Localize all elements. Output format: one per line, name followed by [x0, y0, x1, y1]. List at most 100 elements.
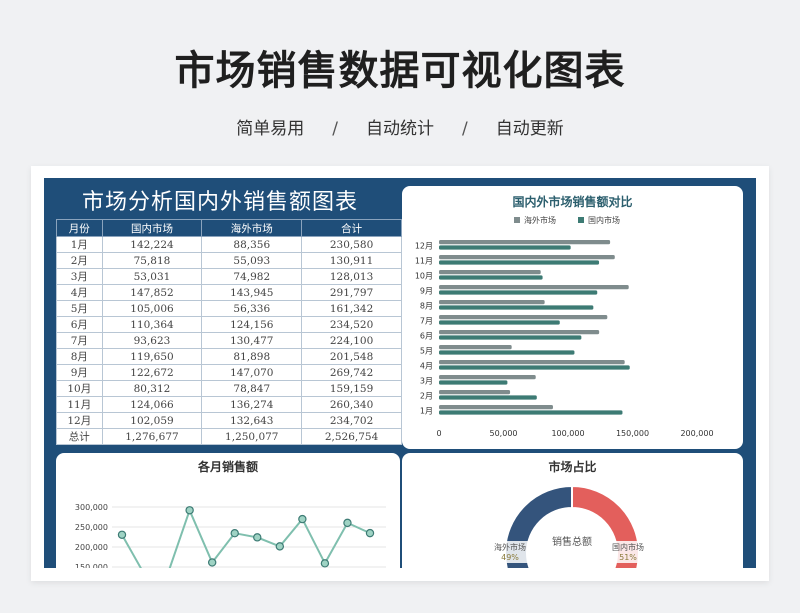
col-header-domestic: 国内市场 — [101, 219, 203, 237]
bar-domestic — [439, 260, 600, 265]
table-total-cell: 总计 — [56, 428, 103, 445]
line-y-tick-label: 200,000 — [75, 543, 108, 552]
table-cell: 1月 — [56, 236, 103, 253]
table-cell: 93,623 — [101, 332, 203, 349]
table-row: 9月 122,672 147,070 269,742 — [56, 364, 402, 381]
col-header-month: 月份 — [56, 219, 103, 237]
table-cell: 55,093 — [201, 252, 303, 269]
table-cell: 105,006 — [101, 300, 203, 317]
bar-chart: 海外市场 国内市场 12月 11月 10月 9月 8月 7月 6月 5月 4月 3月 2月 1月 0 50,0… — [415, 215, 714, 438]
bar-overseas — [439, 405, 553, 410]
line-point — [298, 514, 307, 524]
pie-label-bg — [604, 541, 652, 563]
tag-auto-stats: 自动统计 — [366, 119, 434, 139]
table-cell: 147,070 — [201, 364, 303, 381]
table-cell: 6月 — [56, 316, 103, 333]
table-total-cell: 1,276,677 — [101, 428, 203, 445]
table-cell: 201,548 — [301, 348, 402, 365]
line-y-tick-label: 300,000 — [75, 503, 108, 512]
subtitle-tags: 简单易用 / 自动统计 / 自动更新 — [0, 114, 800, 139]
line-point — [365, 528, 375, 538]
bar-overseas — [439, 360, 625, 365]
table-row: 7月 93,623 130,477 224,100 — [56, 332, 402, 349]
bar-overseas — [439, 270, 541, 275]
table-cell: 75,818 — [101, 252, 203, 269]
pie-slice-label: 国内市场 — [612, 542, 644, 552]
table-row: 3月 53,031 74,982 128,013 — [56, 268, 402, 285]
table-cell: 9月 — [56, 364, 103, 381]
table-row: 2月 75,818 55,093 130,911 — [56, 252, 402, 269]
bar-overseas — [439, 285, 629, 290]
sales-table: 月份 国内市场 海外市场 合计 1月 142,224 88,356 230,580 2月… — [56, 219, 402, 445]
table-cell: 7月 — [56, 332, 103, 349]
table-cell: 224,100 — [301, 332, 402, 349]
line-series — [121, 507, 371, 568]
table-cell: 269,742 — [301, 364, 402, 381]
bar-category-label: 11月 — [415, 257, 433, 266]
table-cell: 80,312 — [101, 380, 203, 397]
bar-overseas — [439, 330, 600, 335]
table-row: 11月 124,066 136,274 260,340 — [56, 396, 402, 413]
bar-overseas — [439, 375, 536, 380]
table-cell: 122,672 — [101, 364, 203, 381]
bar-domestic — [439, 335, 582, 340]
table-cell: 128,013 — [301, 268, 402, 285]
bar-overseas — [439, 345, 512, 350]
table-cell: 234,520 — [301, 316, 402, 333]
table-cell: 230,580 — [301, 236, 402, 253]
table-cell: 5月 — [56, 300, 103, 317]
legend-swatch — [578, 217, 584, 223]
bar-x-tick-label: 200,000 — [680, 429, 713, 438]
bar-domestic — [439, 320, 560, 325]
table-header-row: 月份 国内市场 海外市场 合计 — [56, 219, 402, 237]
table-cell: 234,702 — [301, 412, 402, 429]
legend-label: 国内市场 — [588, 215, 620, 225]
table-cell: 132,643 — [201, 412, 303, 429]
bar-domestic — [439, 350, 575, 355]
bar-domestic — [439, 410, 623, 415]
line-y-tick-label: 150,000 — [75, 563, 108, 568]
bar-domestic — [439, 365, 630, 370]
table-row: 12月 102,059 132,643 234,702 — [56, 412, 402, 429]
bar-domestic — [439, 305, 594, 310]
bar-category-label: 10月 — [415, 272, 433, 281]
table-cell: 81,898 — [201, 348, 303, 365]
table-cell: 56,336 — [201, 300, 303, 317]
table-cell: 124,066 — [101, 396, 203, 413]
bar-overseas — [439, 255, 615, 260]
bar-category-label: 8月 — [420, 302, 433, 311]
pie-slice-label: 海外市场 — [494, 542, 526, 552]
table-cell: 102,059 — [101, 412, 203, 429]
table-cell: 8月 — [56, 348, 103, 365]
table-cell: 4月 — [56, 284, 103, 301]
bar-x-tick-label: 100,000 — [551, 429, 584, 438]
table-cell: 159,159 — [301, 380, 402, 397]
table-cell: 147,852 — [101, 284, 203, 301]
tag-auto-update: 自动更新 — [495, 119, 564, 139]
bar-category-label: 7月 — [420, 317, 433, 326]
bar-domestic — [439, 275, 543, 280]
bar-domestic — [439, 380, 508, 385]
bar-x-tick-label: 150,000 — [616, 429, 649, 438]
line-point — [343, 518, 352, 528]
table-cell: 74,982 — [201, 268, 303, 285]
legend-label: 海外市场 — [524, 215, 556, 225]
legend-swatch — [514, 217, 520, 223]
bar-overseas — [439, 390, 511, 395]
tag-separator: / — [462, 119, 468, 139]
bar-overseas — [439, 300, 545, 305]
table-row: 8月 119,650 81,898 201,548 — [56, 348, 402, 365]
line-point — [275, 542, 285, 551]
table-total-cell: 1,250,077 — [201, 428, 303, 445]
table-total-row: 总计 1,276,677 1,250,077 2,526,754 — [56, 428, 402, 445]
bar-x-tick-label: 50,000 — [490, 429, 518, 438]
bar-domestic — [439, 245, 571, 250]
table-cell: 11月 — [56, 396, 103, 413]
table-cell: 161,342 — [301, 300, 402, 317]
table-row: 5月 105,006 56,336 161,342 — [56, 300, 402, 317]
bar-category-label: 3月 — [420, 377, 433, 386]
table-cell: 12月 — [56, 412, 103, 429]
table-cell: 130,477 — [201, 332, 303, 349]
line-chart-box: 各月销售额 300,000 250,000 200,000 150,000 — [56, 453, 400, 568]
